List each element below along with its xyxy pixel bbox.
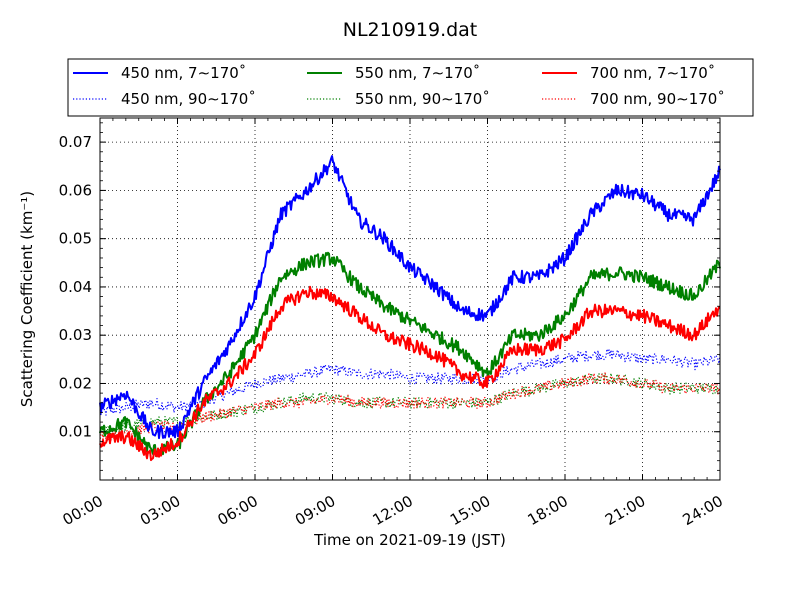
legend: 450 nm, 7∼170˚ 450 nm, 90∼170˚ 550 nm, 7∼1… bbox=[67, 58, 754, 117]
x-axis-label: Time on 2021-09-19 (JST) bbox=[313, 531, 506, 549]
series-line-3 bbox=[99, 372, 721, 436]
legend-label-1: 450 nm, 90∼170˚ bbox=[121, 90, 256, 108]
y-axis-label: Scattering Coefficient (km⁻¹) bbox=[18, 191, 36, 407]
legend-items: 450 nm, 7∼170˚ 450 nm, 90∼170˚ 550 nm, 7∼1… bbox=[73, 64, 725, 108]
legend-label-2: 550 nm, 7∼170˚ bbox=[355, 64, 480, 82]
legend-frame bbox=[67, 58, 754, 117]
y-tick-label: 0.04 bbox=[59, 278, 92, 296]
legend-label-3: 550 nm, 90∼170˚ bbox=[355, 90, 490, 108]
ticks bbox=[99, 118, 721, 480]
y-tick-label: 0.06 bbox=[59, 181, 92, 199]
legend-label-0: 450 nm, 7∼170˚ bbox=[121, 64, 246, 82]
series-line-5 bbox=[99, 372, 721, 442]
legend-label-4: 700 nm, 7∼170˚ bbox=[590, 64, 715, 82]
y-tick-label: 0.05 bbox=[59, 230, 92, 248]
chart-title: NL210919.dat bbox=[343, 19, 478, 41]
y-tick-label: 0.07 bbox=[59, 133, 92, 151]
grid bbox=[100, 118, 720, 480]
y-tick-label: 0.03 bbox=[59, 326, 92, 344]
y-tick-labels: 0.01 0.02 0.03 0.04 0.05 0.06 0.07 bbox=[59, 133, 92, 441]
y-tick-label: 0.01 bbox=[59, 423, 92, 441]
series-line-0 bbox=[99, 155, 721, 440]
series-line-4 bbox=[99, 285, 721, 462]
y-tick-label: 0.02 bbox=[59, 374, 92, 392]
plot-area bbox=[99, 117, 721, 481]
series-layer bbox=[99, 155, 721, 462]
legend-label-5: 700 nm, 90∼170˚ bbox=[590, 90, 725, 108]
